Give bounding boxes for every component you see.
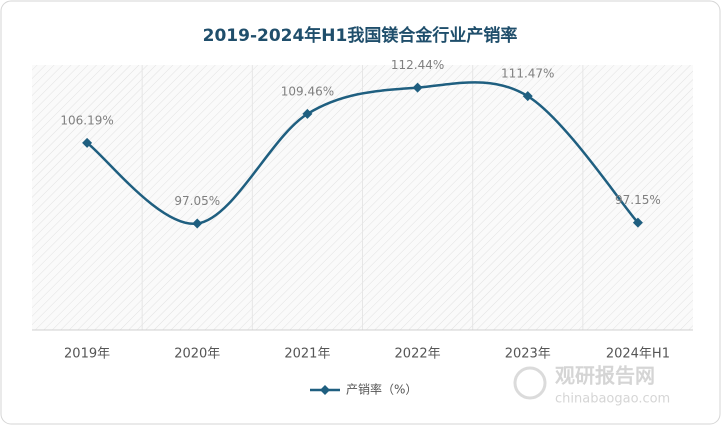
- data-label: 111.47%: [501, 67, 554, 81]
- data-label: 112.44%: [391, 58, 444, 72]
- x-tick-label: 2019年: [64, 347, 110, 362]
- legend-label: 产销率（%）: [346, 382, 417, 397]
- data-point: [82, 137, 93, 148]
- watermark: 观研报告网 chinabaogao.com: [513, 364, 670, 407]
- data-label: 97.15%: [615, 193, 661, 207]
- data-point: [412, 82, 423, 93]
- series-line: [86, 81, 639, 225]
- x-tick-label: 2023年: [505, 347, 551, 362]
- x-tick-label: 2020年: [174, 347, 220, 362]
- data-label: 109.46%: [281, 84, 334, 98]
- x-tick-label: 2022年: [395, 347, 441, 362]
- data-label: 97.05%: [174, 194, 220, 208]
- data-point: [302, 108, 313, 119]
- data-label: 106.19%: [60, 113, 113, 127]
- data-point: [192, 218, 203, 229]
- x-tick-label: 2024年H1: [606, 347, 670, 362]
- legend-marker: [320, 385, 330, 395]
- watermark-logo: [513, 366, 547, 400]
- watermark-name: 观研报告网: [555, 364, 655, 388]
- data-point: [522, 91, 533, 102]
- data-point: [632, 217, 643, 228]
- x-tick-label: 2021年: [284, 347, 330, 362]
- watermark-url: chinabaogao.com: [555, 392, 670, 407]
- chart-title: 2019-2024年H1我国镁合金行业产销率: [203, 25, 518, 46]
